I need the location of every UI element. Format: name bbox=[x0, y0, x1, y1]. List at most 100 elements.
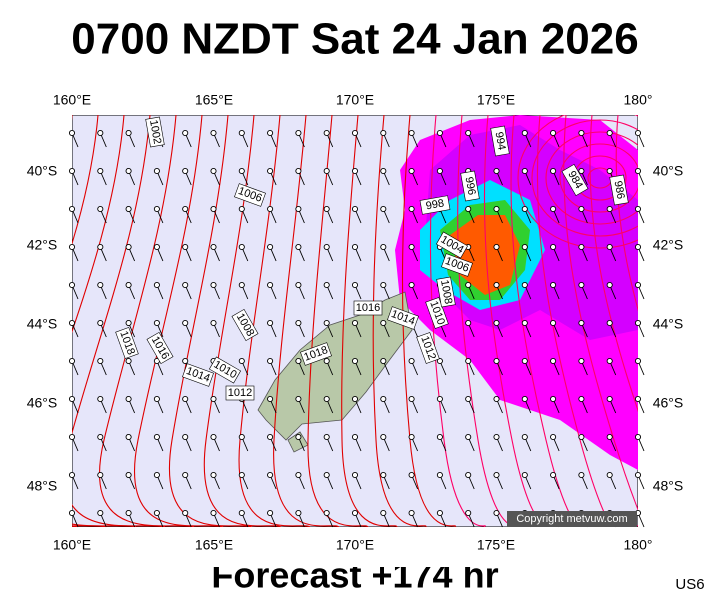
wind-station bbox=[465, 281, 472, 289]
wind-station bbox=[578, 395, 585, 403]
wind-station bbox=[606, 357, 613, 365]
wind-station bbox=[465, 357, 472, 365]
isobar-value: 998 bbox=[425, 197, 445, 212]
wind-station bbox=[436, 167, 443, 175]
model-code: US6 bbox=[675, 576, 704, 593]
wind-station bbox=[267, 509, 274, 517]
wind-station bbox=[295, 433, 302, 441]
isobar-label: 1006 bbox=[234, 183, 266, 207]
isobar-label: 986 bbox=[609, 174, 629, 206]
wind-station bbox=[210, 395, 217, 403]
wind-station bbox=[493, 205, 500, 213]
isobar-label: 1006 bbox=[441, 253, 473, 277]
latitude-label: 46°S bbox=[27, 395, 58, 411]
wind-station bbox=[182, 357, 189, 365]
wind-station bbox=[380, 129, 387, 137]
wind-station bbox=[521, 319, 528, 327]
isobar-label: 984 bbox=[561, 163, 589, 197]
latitude-label: 44°S bbox=[27, 316, 58, 332]
latitude-label: 42°S bbox=[653, 237, 684, 253]
wind-station bbox=[323, 205, 330, 213]
latitude-label: 48°S bbox=[27, 478, 58, 494]
wind-station bbox=[295, 129, 302, 137]
wind-station bbox=[267, 357, 274, 365]
wind-station bbox=[380, 281, 387, 289]
longitude-label: 180° bbox=[624, 92, 653, 108]
wind-station bbox=[295, 471, 302, 479]
longitude-label: 160°E bbox=[53, 92, 91, 108]
wind-station bbox=[380, 395, 387, 403]
wind-station bbox=[68, 395, 76, 403]
isobar-label-box bbox=[353, 300, 383, 316]
isobar bbox=[341, 114, 398, 528]
wind-station bbox=[153, 319, 160, 327]
isobar-value: 996 bbox=[463, 176, 478, 196]
wind-station bbox=[153, 167, 160, 175]
isobar-label: 1002 bbox=[145, 116, 165, 148]
wind-station bbox=[550, 167, 557, 175]
wind-station bbox=[238, 129, 245, 137]
wind-station bbox=[182, 281, 189, 289]
wind-station bbox=[182, 395, 189, 403]
latitude-label: 40°S bbox=[653, 163, 684, 179]
isobar-label-box bbox=[441, 253, 473, 277]
wind-station bbox=[210, 129, 217, 137]
wind-station bbox=[550, 205, 557, 213]
wind-station bbox=[125, 281, 132, 289]
wind-station bbox=[68, 281, 76, 289]
isobar-label: 1012 bbox=[225, 385, 255, 401]
wind-station bbox=[210, 433, 217, 441]
wind-station bbox=[436, 509, 443, 517]
isobar-label-box bbox=[490, 125, 510, 157]
isobar-label-box bbox=[387, 306, 419, 330]
wind-station bbox=[606, 471, 613, 479]
wind-station bbox=[465, 129, 472, 137]
longitude-label: 175°E bbox=[477, 537, 515, 553]
wind-station bbox=[210, 167, 217, 175]
map-title: 0700 NZDT Sat 24 Jan 2026 bbox=[71, 15, 638, 64]
wind-station bbox=[295, 167, 302, 175]
isobar-label-box bbox=[561, 163, 589, 197]
wind-station bbox=[295, 205, 302, 213]
wind-station bbox=[351, 319, 359, 327]
wind-station bbox=[380, 357, 387, 365]
wind-station bbox=[465, 433, 472, 441]
wind-station bbox=[267, 243, 274, 251]
wind-station bbox=[97, 243, 104, 251]
wind-station bbox=[634, 243, 642, 251]
wind-station bbox=[210, 471, 217, 479]
wind-station bbox=[351, 243, 359, 251]
mask bbox=[0, 60, 72, 540]
wind-station bbox=[97, 205, 104, 213]
isobar-label: 998 bbox=[419, 195, 451, 215]
wind-station bbox=[153, 509, 160, 517]
isobar-value: 1002 bbox=[147, 119, 163, 145]
wind-station bbox=[68, 509, 76, 517]
wind-station bbox=[267, 395, 274, 403]
wind-station bbox=[521, 129, 528, 137]
wind-station bbox=[153, 395, 160, 403]
wind-station bbox=[125, 509, 132, 517]
wind-station bbox=[408, 243, 415, 251]
wind-station bbox=[182, 509, 189, 517]
isobar-label: 1018 bbox=[115, 327, 139, 359]
wind-station bbox=[125, 243, 132, 251]
mask bbox=[72, 60, 638, 115]
wind-station bbox=[68, 243, 76, 251]
isobar-label-box bbox=[115, 327, 139, 359]
wind-station bbox=[578, 357, 585, 365]
wind-station bbox=[380, 433, 387, 441]
mask bbox=[638, 60, 711, 540]
longitude-label: 165°E bbox=[195, 92, 233, 108]
wind-station bbox=[380, 167, 387, 175]
wind-station bbox=[606, 129, 613, 137]
wind-station bbox=[465, 509, 472, 517]
wind-station bbox=[153, 243, 160, 251]
wind-station bbox=[634, 319, 642, 327]
isobar bbox=[63, 114, 166, 528]
wind-station bbox=[153, 433, 160, 441]
wind-station bbox=[493, 471, 500, 479]
wind-station bbox=[267, 205, 274, 213]
latitude-label: 42°S bbox=[27, 237, 58, 253]
